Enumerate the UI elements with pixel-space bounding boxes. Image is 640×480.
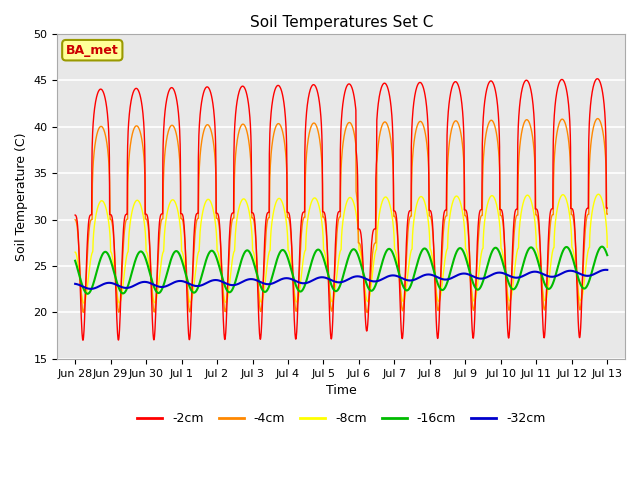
Text: BA_met: BA_met bbox=[66, 44, 118, 57]
Title: Soil Temperatures Set C: Soil Temperatures Set C bbox=[250, 15, 433, 30]
Y-axis label: Soil Temperature (C): Soil Temperature (C) bbox=[15, 132, 28, 261]
Legend: -2cm, -4cm, -8cm, -16cm, -32cm: -2cm, -4cm, -8cm, -16cm, -32cm bbox=[132, 408, 550, 431]
X-axis label: Time: Time bbox=[326, 384, 356, 397]
